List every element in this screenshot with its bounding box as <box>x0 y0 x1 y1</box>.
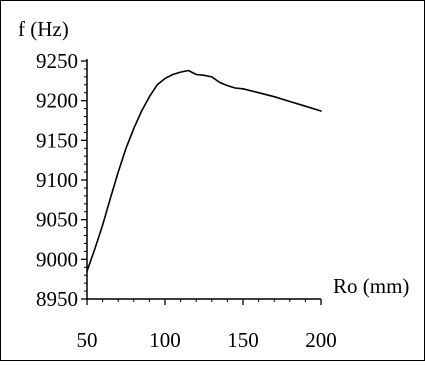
x-tick-label: 100 <box>149 328 181 352</box>
y-tick-label: 9050 <box>36 208 78 232</box>
y-tick-label: 8950 <box>36 287 78 311</box>
y-tick-label: 9250 <box>36 49 78 73</box>
y-tick-label: 9000 <box>36 247 78 271</box>
x-tick-label: 50 <box>77 328 98 352</box>
x-axis-label: Ro (mm) <box>333 274 409 298</box>
x-tick-label: 200 <box>305 328 337 352</box>
series-group <box>86 69 322 273</box>
y-tick-label: 9100 <box>36 168 78 192</box>
tick-labels: 8950 9000 9050 9100 9150 9200 9250 50 100 150 200 <box>36 49 337 352</box>
y-tick-label: 9200 <box>36 89 78 113</box>
y-axis-label: f (Hz) <box>18 17 69 41</box>
y-tick-label: 9150 <box>36 128 78 152</box>
x-tick-label: 150 <box>227 328 259 352</box>
series-line <box>86 69 322 273</box>
tick-marks <box>81 60 322 305</box>
